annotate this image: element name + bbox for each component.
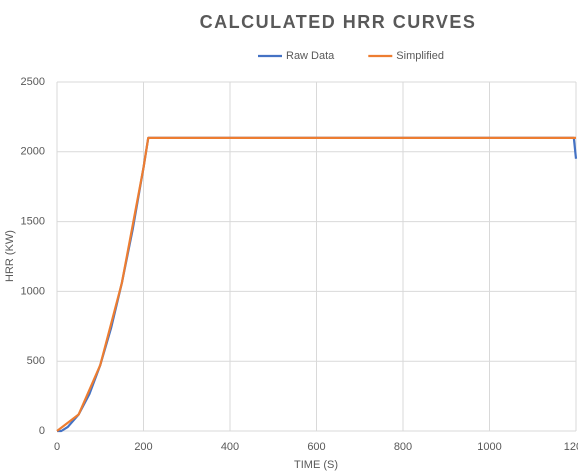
x-tick-label: 1200 <box>564 441 578 453</box>
y-tick-label: 500 <box>27 355 45 367</box>
x-axis-title: TIME (S) <box>294 459 338 471</box>
legend-label: Raw Data <box>286 50 335 62</box>
x-tick-label: 800 <box>394 441 412 453</box>
legend-label: Simplified <box>396 50 444 62</box>
x-tick-label: 400 <box>221 441 239 453</box>
y-tick-label: 1000 <box>21 285 45 297</box>
chart-title: CALCULATED HRR CURVES <box>200 12 477 32</box>
x-tick-label: 200 <box>134 441 152 453</box>
x-tick-label: 0 <box>54 441 60 453</box>
y-tick-label: 2500 <box>21 76 45 88</box>
y-tick-label: 1500 <box>21 216 45 228</box>
y-tick-label: 2000 <box>21 146 45 158</box>
x-tick-label: 1000 <box>477 441 501 453</box>
y-axis-title: HRR (KW) <box>4 230 16 282</box>
y-tick-label: 0 <box>39 425 45 437</box>
data-line <box>56 136 576 432</box>
x-tick-label: 600 <box>307 441 325 453</box>
